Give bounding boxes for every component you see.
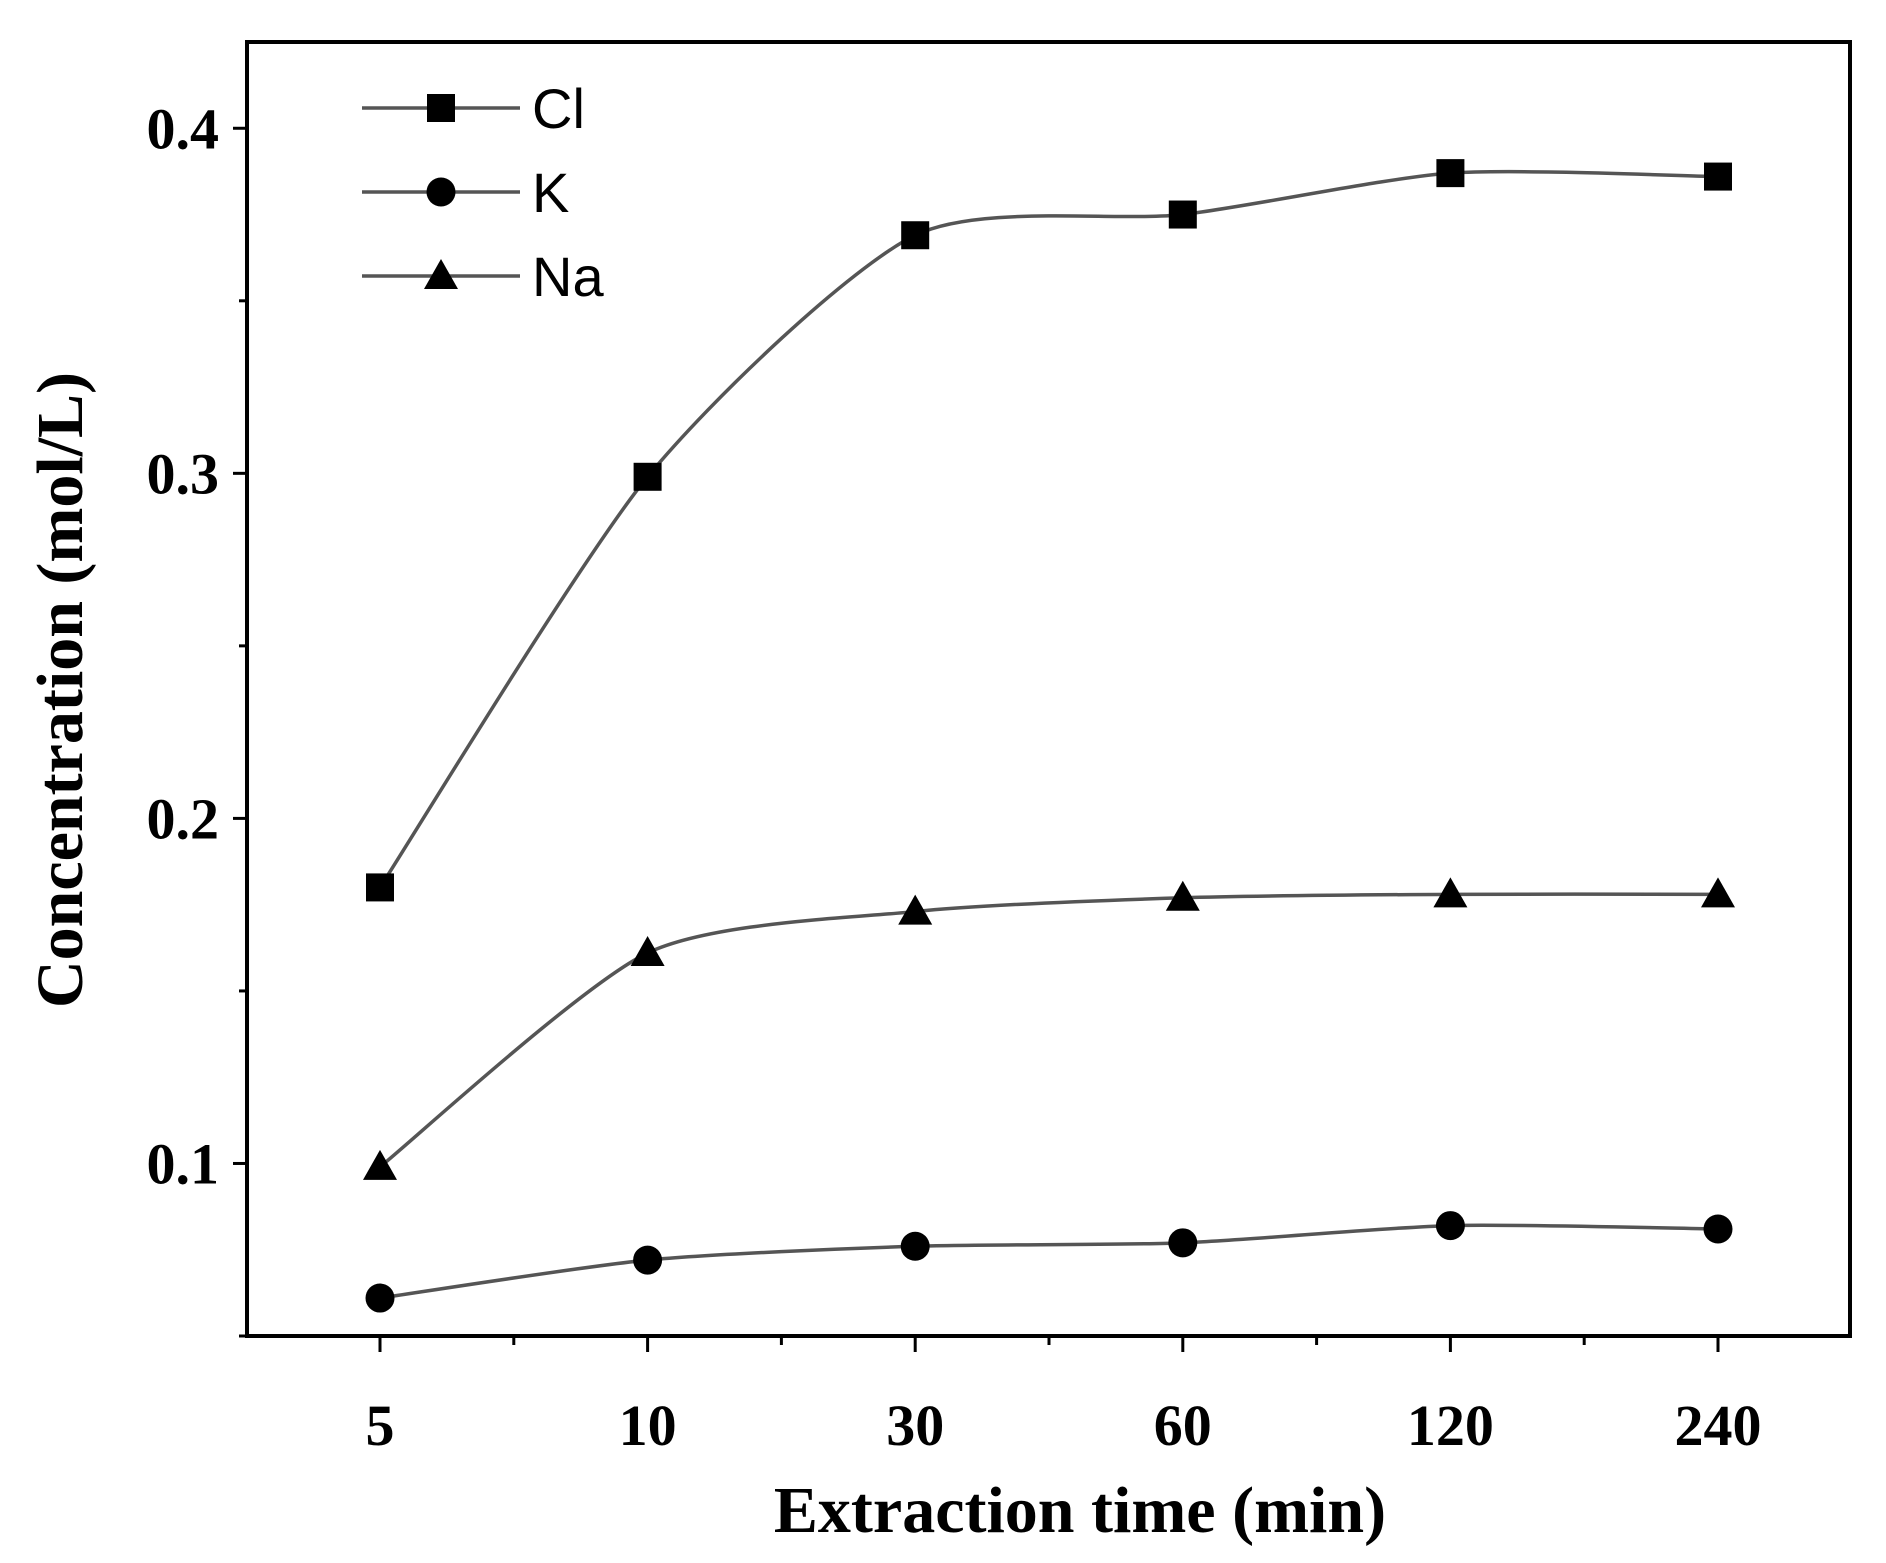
series-markers bbox=[363, 159, 1735, 1313]
x-tick-label: 10 bbox=[619, 1393, 677, 1458]
plot-frame bbox=[245, 40, 1852, 1338]
x-tick-label: 240 bbox=[1675, 1393, 1762, 1458]
data-point-na bbox=[1165, 880, 1200, 911]
series-line-na bbox=[378, 892, 1719, 1169]
legend: Cl K Na bbox=[362, 77, 604, 308]
y-axis-title: Concentration (mol/L) bbox=[24, 372, 97, 1008]
legend-marker-k bbox=[426, 177, 456, 207]
data-point-na bbox=[630, 935, 665, 966]
data-point-na bbox=[1433, 877, 1468, 908]
legend-label-cl: Cl bbox=[532, 77, 585, 140]
data-point-k bbox=[1703, 1214, 1733, 1244]
legend-label-na: Na bbox=[532, 245, 604, 308]
data-point-k bbox=[1168, 1228, 1198, 1258]
data-point-cl bbox=[901, 221, 930, 250]
y-tick-label: 0.4 bbox=[147, 96, 220, 161]
x-axis-ticks: 5 10 30 60 120 240 bbox=[366, 1336, 1762, 1458]
data-point-na bbox=[363, 1149, 397, 1180]
x-tick-label: 120 bbox=[1407, 1393, 1494, 1458]
data-point-cl bbox=[633, 462, 662, 491]
series-line-k bbox=[379, 1223, 1719, 1300]
data-point-cl bbox=[1436, 159, 1465, 188]
y-tick-label: 0.3 bbox=[147, 441, 220, 506]
legend-label-k: K bbox=[532, 161, 569, 224]
data-point-k bbox=[900, 1231, 930, 1261]
data-point-cl bbox=[1168, 200, 1197, 229]
data-point-cl bbox=[366, 873, 394, 902]
legend-marker-cl bbox=[427, 94, 455, 122]
data-point-k bbox=[633, 1245, 663, 1275]
y-tick-label: 0.1 bbox=[147, 1131, 220, 1196]
legend-marker-na bbox=[424, 259, 458, 289]
series-lines bbox=[378, 169, 1719, 1300]
y-axis-ticks: 0.1 0.2 0.3 0.4 bbox=[147, 96, 247, 1338]
x-tick-label: 5 bbox=[366, 1393, 395, 1458]
data-point-k bbox=[1435, 1211, 1465, 1241]
data-point-na bbox=[1701, 877, 1735, 908]
data-point-na bbox=[898, 894, 933, 925]
data-point-cl bbox=[1704, 162, 1732, 191]
x-tick-label: 60 bbox=[1154, 1393, 1212, 1458]
x-axis-title: Extraction time (min) bbox=[774, 1474, 1386, 1547]
y-tick-label: 0.2 bbox=[147, 786, 220, 851]
x-tick-label: 30 bbox=[886, 1393, 944, 1458]
data-point-k bbox=[365, 1283, 395, 1313]
